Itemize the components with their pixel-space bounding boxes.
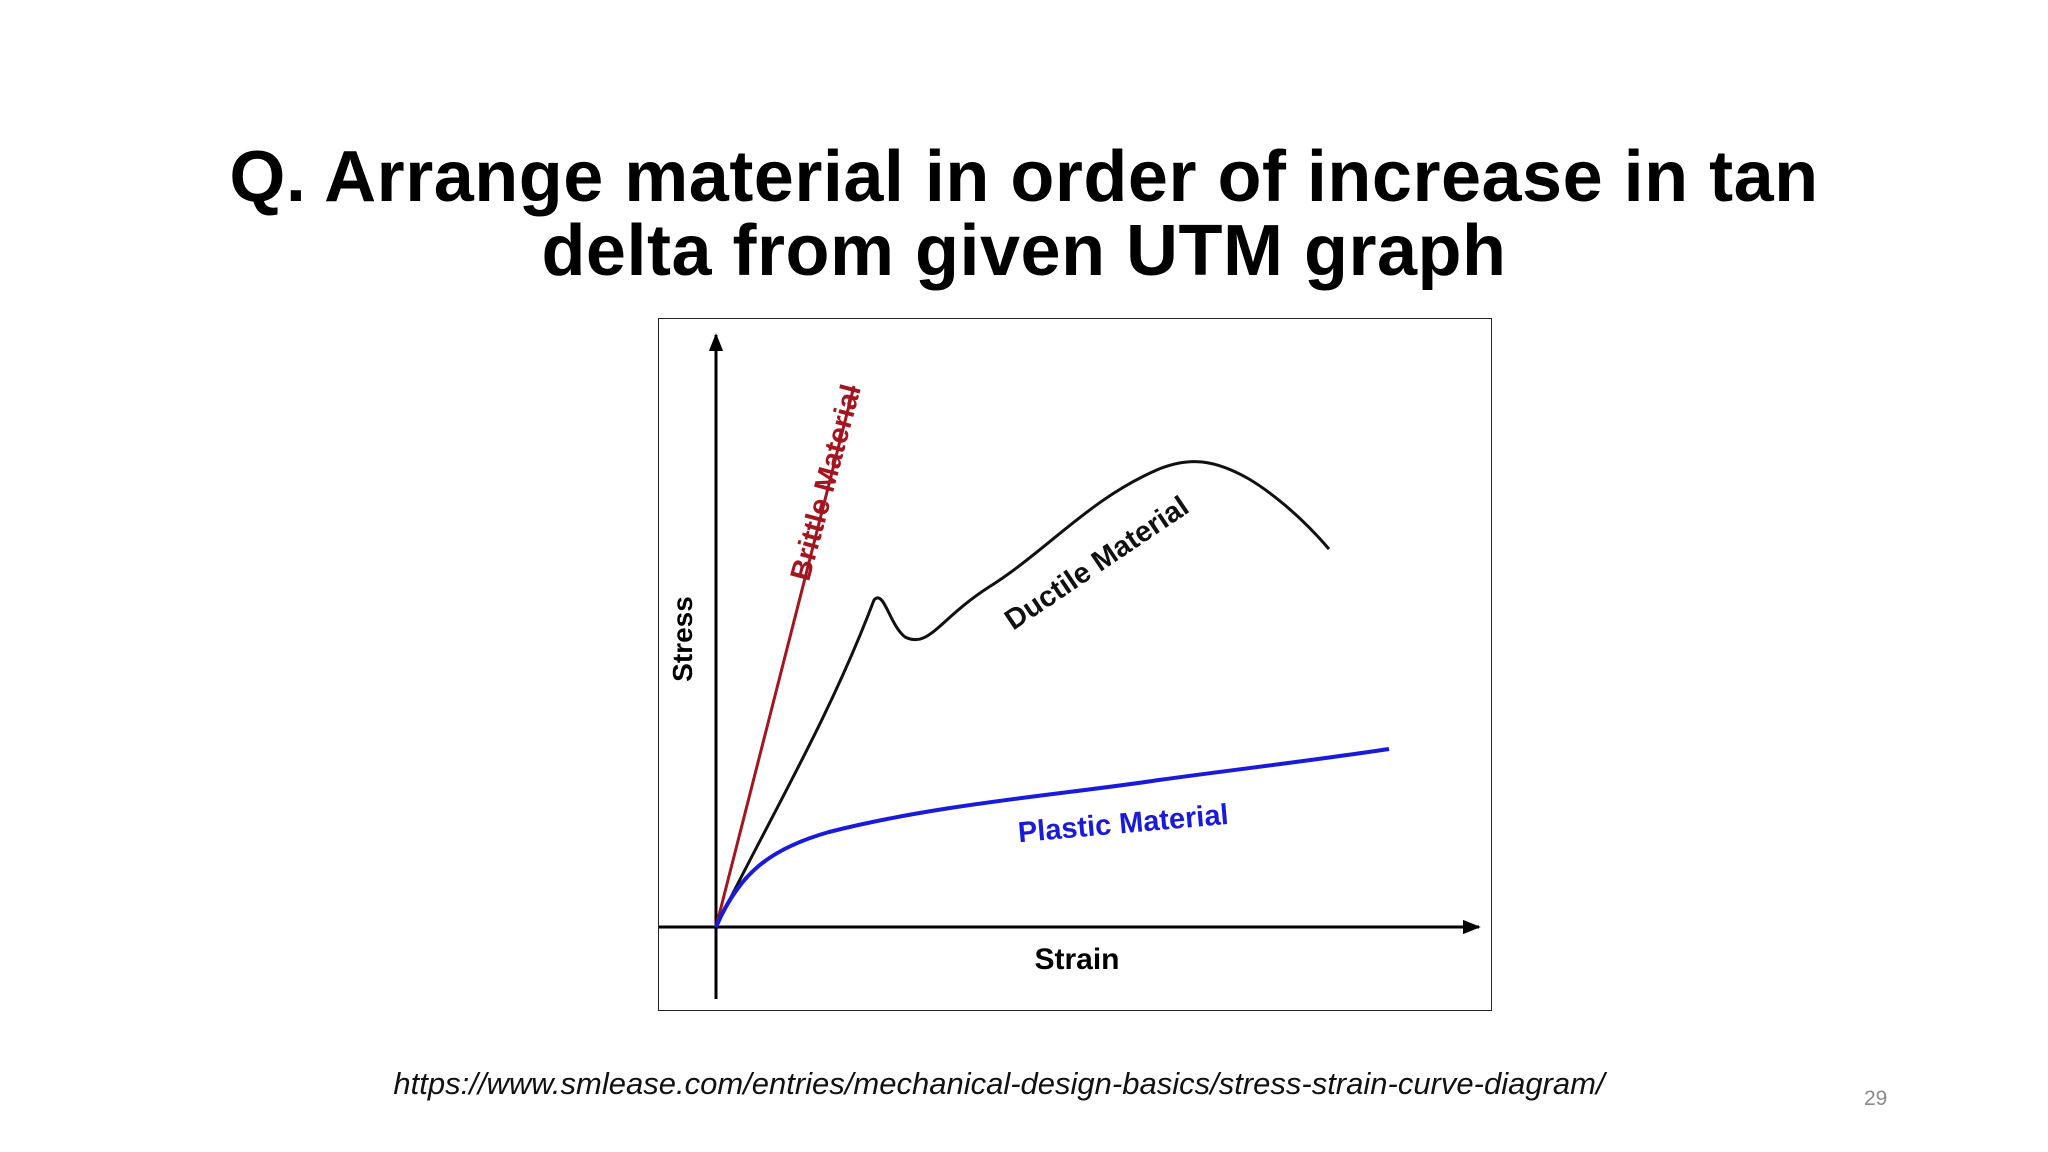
source-url: https://www.smlease.com/entries/mechanic… (393, 1066, 1605, 1101)
y-axis-label: Stress (667, 596, 698, 682)
plastic-label: Plastic Material (1017, 799, 1230, 849)
brittle-curve (714, 385, 856, 928)
title-line-1: Q. Arrange material in order of increase… (229, 137, 1819, 217)
x-axis-label: Strain (1034, 943, 1119, 976)
title-line-2: delta from given UTM graph (541, 211, 1507, 291)
slide-title: Q. Arrange material in order of increase… (0, 140, 2048, 288)
ductile-label: Ductile Material (999, 490, 1195, 636)
brittle-label: Brittle Material (785, 381, 868, 584)
page-number: 29 (1864, 1087, 1888, 1110)
ductile-curve (714, 460, 1331, 928)
stress-strain-diagram: Stress Strain Brittle Material Ductile M… (658, 318, 1492, 1011)
diagram-canvas: Stress Strain Brittle Material Ductile M… (659, 333, 1481, 999)
plastic-curve (714, 747, 1390, 928)
